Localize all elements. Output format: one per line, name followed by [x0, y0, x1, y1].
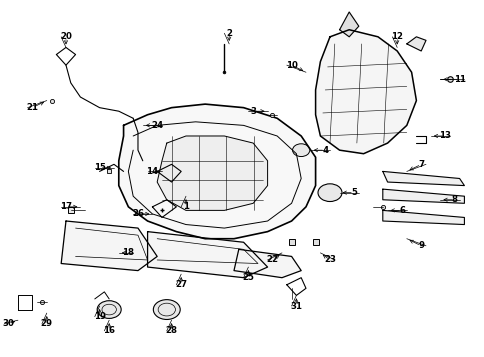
- Polygon shape: [382, 171, 464, 186]
- Text: 30: 30: [2, 319, 14, 328]
- Text: 29: 29: [41, 319, 53, 328]
- Polygon shape: [382, 189, 464, 203]
- Text: 11: 11: [453, 75, 465, 84]
- Text: 31: 31: [290, 302, 302, 311]
- Polygon shape: [406, 37, 425, 51]
- Text: 20: 20: [60, 32, 72, 41]
- Text: 5: 5: [350, 188, 356, 197]
- Polygon shape: [382, 210, 464, 225]
- Circle shape: [318, 184, 341, 201]
- Text: 6: 6: [398, 206, 404, 215]
- Polygon shape: [61, 221, 157, 271]
- Circle shape: [153, 300, 180, 320]
- Text: 12: 12: [391, 32, 402, 41]
- Polygon shape: [233, 249, 301, 278]
- Text: 9: 9: [417, 241, 424, 250]
- Polygon shape: [315, 30, 416, 154]
- Text: 10: 10: [285, 61, 297, 70]
- Text: 26: 26: [132, 210, 144, 218]
- Text: 2: 2: [226, 29, 232, 38]
- Text: 16: 16: [103, 326, 115, 335]
- Text: 24: 24: [151, 121, 163, 130]
- Polygon shape: [339, 12, 358, 37]
- Polygon shape: [147, 232, 267, 278]
- Text: 21: 21: [26, 103, 38, 112]
- Text: 17: 17: [60, 202, 72, 211]
- Polygon shape: [119, 104, 315, 239]
- Text: 3: 3: [250, 107, 256, 116]
- Text: 7: 7: [417, 160, 424, 169]
- Text: 8: 8: [451, 195, 457, 204]
- Circle shape: [292, 144, 309, 156]
- Text: 15: 15: [93, 164, 106, 172]
- Circle shape: [97, 301, 121, 318]
- Text: 19: 19: [93, 312, 106, 321]
- Text: 25: 25: [242, 273, 254, 282]
- Text: 28: 28: [165, 326, 177, 335]
- Text: 14: 14: [146, 167, 158, 176]
- Text: 4: 4: [321, 146, 328, 155]
- Text: 1: 1: [182, 202, 189, 211]
- Text: 13: 13: [439, 131, 450, 141]
- Text: 27: 27: [175, 280, 187, 289]
- Text: 22: 22: [266, 256, 278, 265]
- Text: 23: 23: [323, 256, 335, 265]
- Text: 18: 18: [122, 248, 134, 257]
- Polygon shape: [157, 136, 267, 210]
